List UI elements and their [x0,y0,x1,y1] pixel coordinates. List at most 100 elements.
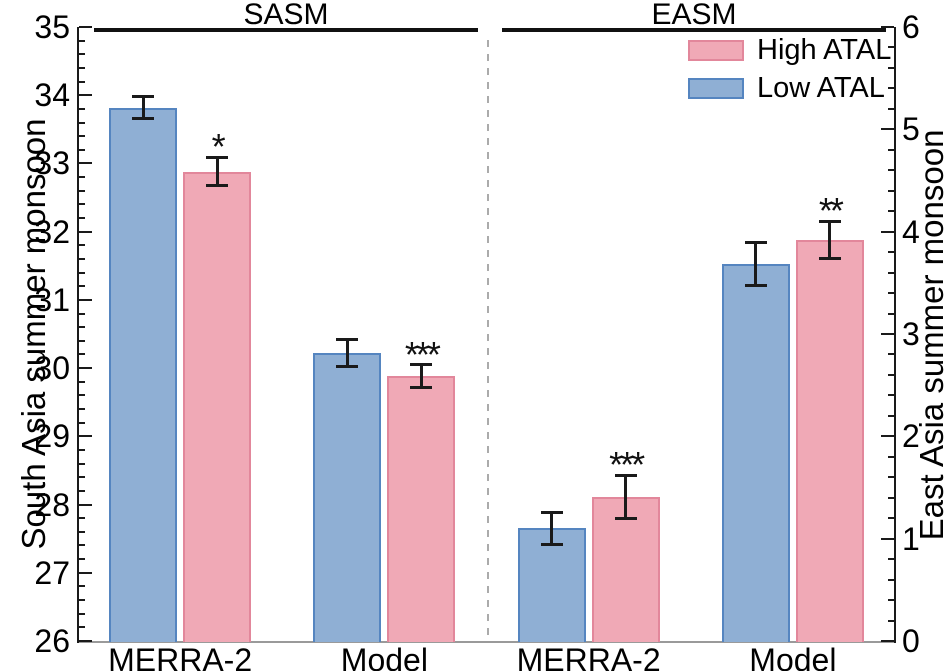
error-bar-line [419,364,423,388]
bar-low-atal [109,107,178,642]
left-axis-major-tick [79,94,92,97]
right-axis-minor-tick [888,394,894,397]
legend-label-high-atal: High ATAL [757,34,892,66]
right-axis-minor-tick [888,271,894,274]
left-axis-major-tick [79,503,92,506]
left-axis-minor-tick [79,257,85,260]
error-bar-line [345,339,349,367]
error-bar-top-cap [206,155,229,159]
left-axis-minor-tick [79,326,85,329]
right-axis-major-tick [881,230,894,233]
legend-swatch-high-atal [688,39,744,61]
right-axis-major-tick [881,640,894,642]
legend-item-low-atal: Low ATAL [688,74,891,103]
right-axis-minor-tick [888,373,894,376]
right-axis-major-tick [881,537,894,540]
right-axis-minor-tick [888,455,894,458]
error-bar-bottom-cap [206,184,229,188]
right-axis-tick-label: 6 [902,9,920,45]
right-axis-minor-tick [888,496,894,499]
left-axis-minor-tick [79,489,85,492]
x-category-label: MERRA-2 [108,642,253,671]
bar-high-atal [591,496,660,642]
error-bar-bottom-cap [410,386,433,390]
right-axis-minor-tick [888,251,894,254]
left-axis-minor-tick [79,53,85,56]
left-axis-minor-tick [79,476,85,479]
right-axis-minor-tick [888,210,894,213]
left-axis-minor-tick [79,612,85,615]
bar-low-atal [517,528,586,642]
right-axis-minor-tick [888,169,894,172]
right-axis-minor-tick [888,189,894,192]
right-axis-minor-tick [888,148,894,151]
right-axis-minor-tick [888,578,894,581]
left-axis-minor-tick [79,394,85,397]
left-axis-tick-label: 31 [34,281,70,318]
right-axis-tick-label: 2 [902,418,920,455]
panel-divider-dashed-line [487,40,489,641]
left-axis-major-tick [79,367,92,370]
right-axis-tick-label: 5 [902,111,920,148]
right-axis-minor-tick [888,414,894,417]
error-bar-bottom-cap [336,365,359,369]
bar-high-atal [183,171,252,642]
left-y-axis-line [77,27,79,643]
left-axis-major-tick [79,640,92,642]
error-bar-bottom-cap [540,543,563,547]
right-axis-minor-tick [888,292,894,295]
left-axis-major-tick [79,435,92,438]
error-bar-bottom-cap [614,516,637,520]
left-axis-minor-tick [79,585,85,588]
left-axis-minor-tick [79,517,85,520]
left-axis-minor-tick [79,462,85,465]
x-axis-line [78,641,896,643]
panel-title-easm: EASM [651,0,737,31]
left-axis-tick-label: 33 [34,145,70,182]
left-axis-major-tick [79,298,92,301]
right-axis-minor-tick [888,46,894,49]
left-axis-minor-tick [79,244,85,247]
right-axis-minor-tick [888,476,894,479]
right-axis-minor-tick [888,312,894,315]
significance-marker: ** [818,190,844,232]
error-bar-top-cap [132,95,155,99]
left-axis-major-tick [79,571,92,574]
left-axis-tick-label: 34 [34,77,70,114]
left-axis-minor-tick [79,353,85,356]
left-axis-minor-tick [79,599,85,602]
left-axis-minor-tick [79,558,85,561]
error-bar-bottom-cap [744,284,767,288]
right-axis-major-tick [881,26,894,28]
left-axis-minor-tick [79,39,85,42]
left-axis-tick-label: 29 [34,418,70,455]
left-axis-minor-tick [79,339,85,342]
x-category-label: Model [749,642,837,671]
right-axis-tick-label: 3 [902,316,920,352]
left-axis-tick-label: 32 [34,213,70,250]
left-axis-tick-label: 35 [34,9,70,45]
x-category-label: MERRA-2 [516,642,661,671]
left-axis-minor-tick [79,80,85,83]
left-axis-tick-label: 28 [34,486,70,523]
left-axis-minor-tick [79,312,85,315]
bar-high-atal [387,376,456,642]
error-bar-top-cap [614,473,637,477]
panel-underline-easm [502,28,886,32]
right-axis-major-tick [881,333,894,335]
error-bar-line [828,221,832,259]
significance-marker: *** [609,444,645,486]
bar-low-atal [313,353,382,642]
left-axis-tick-label: 26 [34,623,70,659]
left-axis-minor-tick [79,271,85,274]
left-axis-minor-tick [79,148,85,151]
left-axis-minor-tick [79,189,85,192]
right-axis-major-tick [881,128,894,131]
left-axis-minor-tick [79,530,85,533]
error-bar-top-cap [540,510,563,514]
error-bar-top-cap [410,363,433,367]
significance-marker: * [211,126,226,168]
error-bar-top-cap [336,337,359,341]
right-axis-major-tick [881,435,894,438]
